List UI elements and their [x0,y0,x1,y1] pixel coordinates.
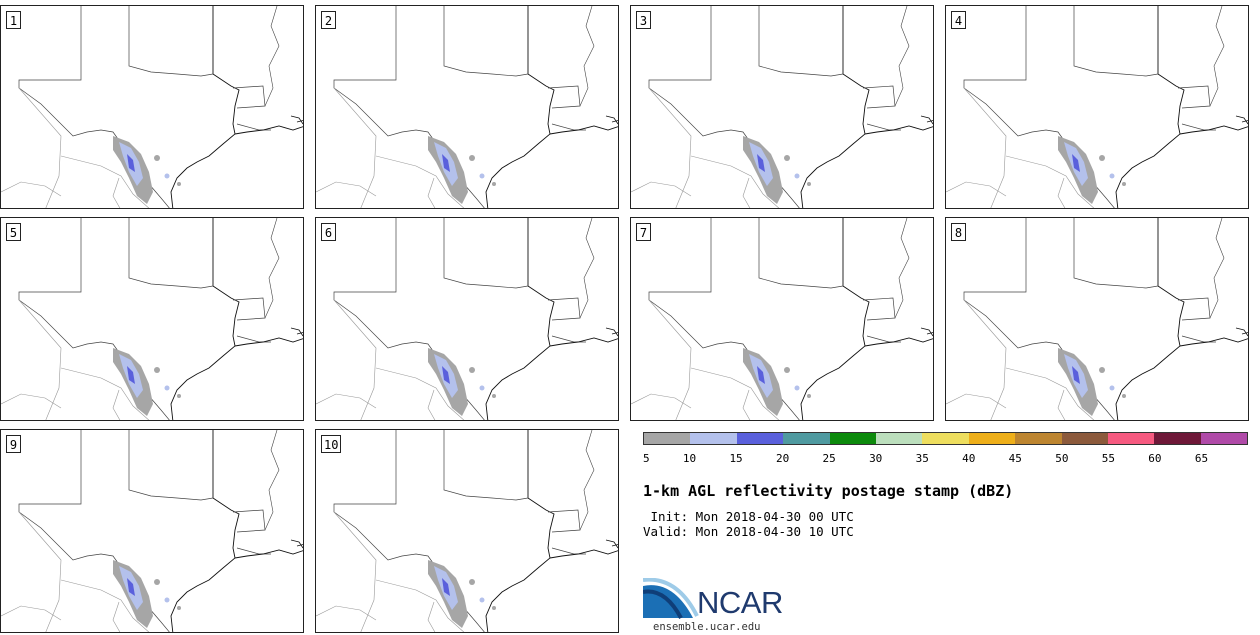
panel-number: 5 [6,223,21,241]
panel-number: 6 [321,223,336,241]
colorbar-segment [1061,433,1108,444]
colorbar-tick-label: 55 [1101,452,1115,465]
map [316,430,618,632]
map [1,6,303,208]
panel-number: 7 [636,223,651,241]
site-url: ensemble.ucar.edu [653,621,761,633]
map-panel: 7 [630,217,934,421]
colorbar-tick-label: 15 [729,452,743,465]
colorbar [643,432,1248,445]
map-panel: 3 [630,5,934,209]
colorbar-segment [1107,433,1155,444]
map-panel: 9 [0,429,304,633]
colorbar-segment [829,433,876,444]
colorbar-tick-label: 50 [1055,452,1069,465]
map [946,6,1248,208]
map [631,218,933,420]
map-panel: 2 [315,5,619,209]
colorbar-tick-label: 5 [643,452,650,465]
map-panel: 10 [315,429,619,633]
colorbar-segment [690,433,737,444]
panel-number: 4 [951,11,966,29]
valid-time: Valid: Mon 2018-04-30 10 UTC [643,524,854,539]
colorbar-tick-label: 60 [1148,452,1162,465]
colorbar-segment [1154,433,1201,444]
init-time: Init: Mon 2018-04-30 00 UTC [643,509,854,524]
colorbar-tick-label: 65 [1194,452,1209,465]
panel-number: 3 [636,11,651,29]
colorbar-segment [644,433,691,444]
map-panel: 4 [945,5,1249,209]
map [1,218,303,420]
colorbar-tick-label: 45 [1008,452,1022,465]
colorbar-tick-label: 10 [682,452,697,465]
map [946,218,1248,420]
panel-number: 8 [951,223,966,241]
colorbar-tick-label: 25 [822,452,836,465]
colorbar-segment [783,433,830,444]
colorbar-tick-label: 35 [915,452,929,465]
panel-number: 2 [321,11,336,29]
colorbar-segment [875,433,923,444]
panel-number: 9 [6,435,21,453]
colorbar-segment [922,433,969,444]
colorbar-segment [736,433,784,444]
logo-text: NCAR [697,585,783,620]
colorbar-tick-label: 40 [962,452,976,465]
map [316,6,618,208]
map [316,218,618,420]
colorbar-segment [968,433,1016,444]
colorbar-tick-label: 20 [775,452,790,465]
ncar-logo-icon [643,578,699,619]
colorbar-ticks: 5 10 15 20 25 30 35 40 45 50 55 60 65 [643,452,1248,466]
map [1,430,303,632]
panel-number: 1 [6,11,21,29]
plot-title: 1-km AGL reflectivity postage stamp (dBZ… [643,482,1014,500]
map-panel: 6 [315,217,619,421]
map-panel: 8 [945,217,1249,421]
map [631,6,933,208]
colorbar-segment [1015,433,1062,444]
map-panel: 5 [0,217,304,421]
colorbar-tick-label: 30 [869,452,883,465]
map-panel: 1 [0,5,304,209]
panel-number: 10 [321,435,342,453]
colorbar-segment [1200,433,1248,444]
